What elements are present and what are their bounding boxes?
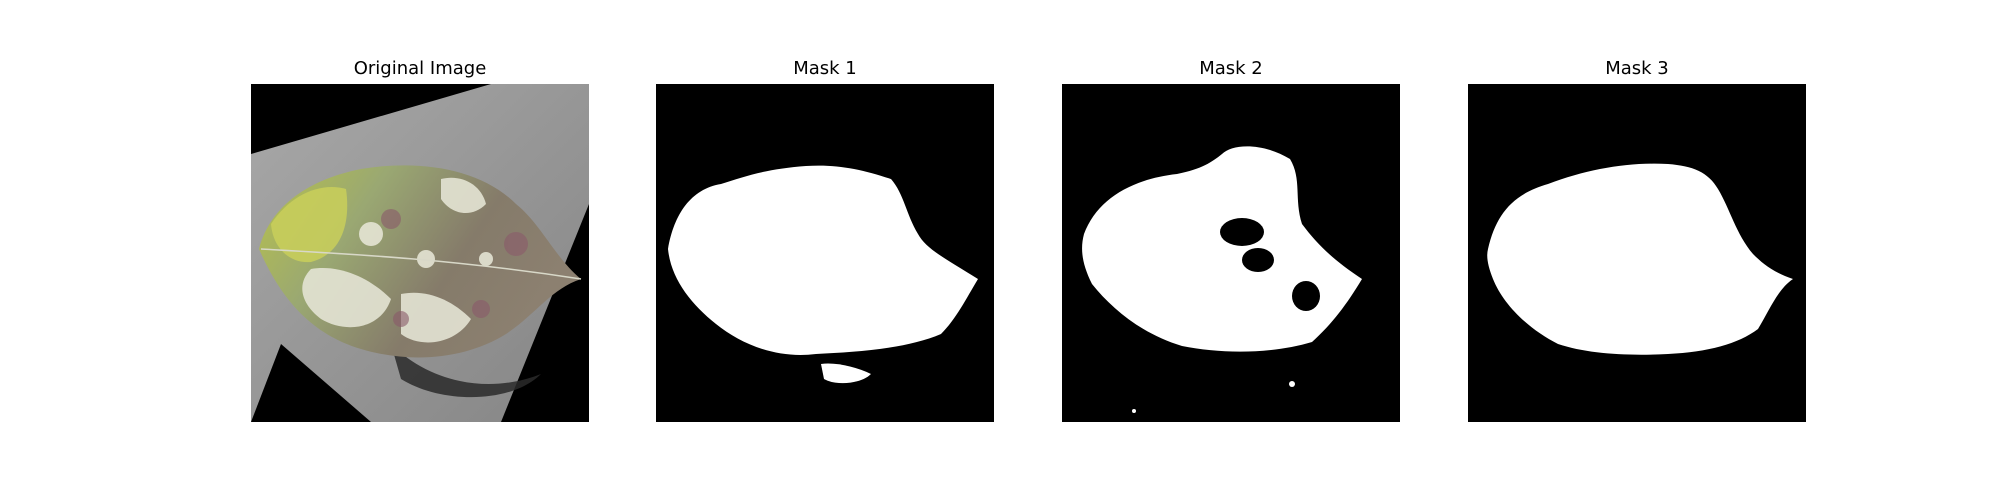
panel-title: Mask 3 [1605, 58, 1669, 79]
mask-3-image [1468, 84, 1806, 422]
mask-1-image [656, 84, 994, 422]
mask-region [668, 165, 978, 355]
original-image [251, 84, 589, 422]
leaf-photo [251, 84, 589, 422]
mask-2-image [1062, 84, 1400, 422]
panel-title: Original Image [353, 58, 487, 79]
panel-mask-2: Mask 2 [1062, 0, 1400, 500]
mask-region [1487, 163, 1793, 355]
panel-mask-1: Mask 1 [656, 0, 994, 500]
panel-title: Mask 1 [793, 58, 857, 79]
panel-original-image: Original Image [251, 0, 589, 500]
mask-1 [656, 84, 994, 422]
mask-region [1082, 146, 1362, 352]
mask-2 [1062, 84, 1400, 422]
panel-mask-3: Mask 3 [1468, 0, 1806, 500]
mask-3 [1468, 84, 1806, 422]
panel-title: Mask 2 [1199, 58, 1263, 79]
